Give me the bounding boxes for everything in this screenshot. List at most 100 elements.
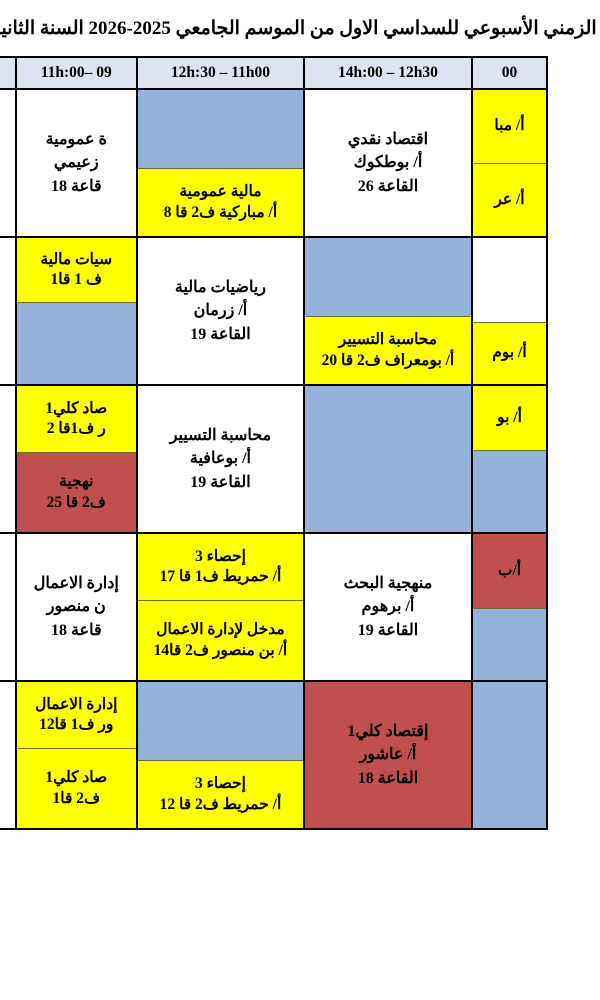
session-text: أ/ بوم xyxy=(492,344,527,362)
slot-stack xyxy=(305,387,470,531)
slot-row-4-col-day[interactable] xyxy=(0,532,17,682)
time-header-col-1100: 11h:00– 09 xyxy=(14,56,138,90)
session-text: نهجية ف2 قا 25 xyxy=(46,473,106,511)
slot-row-1-col-1530[interactable]: أ/ مبا أ/ عر xyxy=(470,88,549,238)
slot-row-3-col-1100[interactable]: صاد كلي1 ر ف1قا 2 نهجية ف2 قا 25 xyxy=(14,384,138,534)
slot-row-1-col-1100[interactable]: ة عمومية زعيمي قاعة 18 xyxy=(14,88,138,238)
empty-block xyxy=(0,239,14,383)
session-entry[interactable]: إدارة الاعمال ور ف1 قا12 xyxy=(17,683,135,748)
slot-stack: أ/ بوم xyxy=(473,239,545,383)
slot-stack xyxy=(473,683,545,827)
slot-row-5-col-1100[interactable]: إدارة الاعمال ور ف1 قا12 صاد كلي1 ف2 قا1 xyxy=(14,680,138,830)
session-text: رياضيات مالية أ/ زرمان القاعة 19 xyxy=(174,279,267,343)
session-entry[interactable]: محاسبة التسيير أ/ بوعافية القاعة 19 xyxy=(138,387,302,531)
slot-stack xyxy=(0,91,14,235)
session-text xyxy=(503,278,515,282)
slot-row-2-col-day[interactable] xyxy=(0,236,17,386)
session-text xyxy=(503,643,515,647)
session-text: أ/ب xyxy=(497,561,522,579)
time-header-col-1400: 14h:00 – 12h30 xyxy=(302,56,473,90)
session-entry[interactable]: نهجية ف2 قا 25 xyxy=(17,452,135,531)
slot-stack: أ/ مبا أ/ عر xyxy=(473,91,545,235)
session-entry[interactable]: مالية عمومية أ/ مباركية ف2 قا 8 xyxy=(138,168,302,235)
slot-stack xyxy=(0,387,14,531)
session-entry[interactable]: أ/ بوم xyxy=(473,322,545,383)
session-entry[interactable]: إدارة الاعمال ن منصور قاعة 18 xyxy=(17,535,135,679)
session-text: إحصاء 3 أ/ حمريط ف1 قا 17 xyxy=(159,547,282,585)
session-text: إقتصاد كلي1 أ/ عاشور القاعة 18 xyxy=(347,723,429,787)
empty-block xyxy=(0,535,14,679)
slot-stack: إدارة الاعمال ن منصور قاعة 18 xyxy=(17,535,135,679)
session-text: إحصاء 3 أ/ حمريط ف2 قا 12 xyxy=(159,775,282,813)
slot-row-2-col-1530[interactable]: أ/ بوم xyxy=(470,236,549,386)
slot-stack: محاسبة التسيير أ/ بومعراف ف2 قا 20 xyxy=(305,239,470,383)
session-text: محاسبة التسيير أ/ بومعراف ف2 قا 20 xyxy=(321,331,455,369)
session-entry[interactable]: محاسبة التسيير أ/ بومعراف ف2 قا 20 xyxy=(305,316,470,383)
empty-block xyxy=(473,450,545,531)
session-entry[interactable]: أ/ بو xyxy=(473,387,545,450)
slot-stack xyxy=(0,535,14,679)
slot-row-2-col-1400[interactable]: محاسبة التسيير أ/ بومعراف ف2 قا 20 xyxy=(302,236,473,386)
session-entry[interactable]: مدخل لإدارة الاعمال أ/ بن منصور ف2 قا14 xyxy=(138,600,302,679)
session-entry[interactable]: أ/ مبا xyxy=(473,91,545,163)
slot-row-5-col-day[interactable] xyxy=(0,680,17,830)
session-text: اقتصاد نقدي أ/ بوطكوك القاعة 26 xyxy=(347,131,429,195)
session-text: أ/ بو xyxy=(497,408,522,426)
slot-row-3-col-day[interactable] xyxy=(0,384,17,534)
slot-row-3-col-1530[interactable]: أ/ بو xyxy=(470,384,549,534)
slot-row-4-col-1530[interactable]: أ/ب xyxy=(470,532,549,682)
session-entry[interactable]: إقتصاد كلي1 أ/ عاشور القاعة 18 xyxy=(305,683,470,827)
session-entry[interactable]: صاد كلي1 ر ف1قا 2 xyxy=(17,387,135,452)
session-entry[interactable]: أ/ عر xyxy=(473,162,545,235)
session-text: سيات مالية ف 1 قا1 xyxy=(40,250,113,288)
slot-row-2-col-1100[interactable]: سيات مالية ف 1 قا1 xyxy=(14,236,138,386)
slot-stack xyxy=(0,239,14,383)
session-entry[interactable]: سيات مالية ف 1 قا1 xyxy=(17,239,135,302)
slot-row-5-col-1530[interactable] xyxy=(470,680,549,830)
slot-row-5-col-1230[interactable]: إحصاء 3 أ/ حمريط ف2 قا 12 xyxy=(135,680,305,830)
slot-row-2-col-1230[interactable]: رياضيات مالية أ/ زرمان القاعة 19 xyxy=(135,236,305,386)
slot-row-1-col-1400[interactable]: اقتصاد نقدي أ/ بوطكوك القاعة 26 xyxy=(302,88,473,238)
empty-block xyxy=(473,683,545,827)
slot-stack: صاد كلي1 ر ف1قا 2 نهجية ف2 قا 25 xyxy=(17,387,135,531)
slot-row-1-col-1230[interactable]: مالية عمومية أ/ مباركية ف2 قا 8 xyxy=(135,88,305,238)
slot-stack: سيات مالية ف 1 قا1 xyxy=(17,239,135,383)
slot-row-5-col-1400[interactable]: إقتصاد كلي1 أ/ عاشور القاعة 18 xyxy=(302,680,473,830)
slot-row-4-col-1400[interactable]: منهجية البحث أ/ برهوم القاعة 19 xyxy=(302,532,473,682)
slot-stack: أ/ بو xyxy=(473,387,545,531)
time-header-col-day xyxy=(0,56,17,90)
session-entry[interactable]: منهجية البحث أ/ برهوم القاعة 19 xyxy=(305,535,470,679)
timetable-row: أ/ مبا أ/ عر اقتصاد نقدي أ/ بوطكوك القاعة … xyxy=(0,88,549,238)
session-entry[interactable]: ة عمومية زعيمي قاعة 18 xyxy=(17,91,135,235)
session-text: إدارة الاعمال ور ف1 قا12 xyxy=(35,695,118,733)
session-entry[interactable]: إحصاء 3 أ/ حمريط ف1 قا 17 xyxy=(138,535,302,600)
session-entry[interactable]: صاد كلي1 ف2 قا1 xyxy=(17,748,135,827)
session-text: صاد كلي1 ف2 قا1 xyxy=(45,769,108,807)
session-text: مالية عمومية أ/ مباركية ف2 قا 8 xyxy=(163,183,278,221)
slot-row-1-col-day[interactable] xyxy=(0,88,17,238)
empty-block xyxy=(0,387,14,531)
session-entry[interactable]: رياضيات مالية أ/ زرمان القاعة 19 xyxy=(138,239,302,383)
empty-block xyxy=(305,387,470,531)
empty-block xyxy=(0,683,14,827)
session-entry[interactable]: إحصاء 3 أ/ حمريط ف2 قا 12 xyxy=(138,760,302,827)
session-text xyxy=(503,490,515,494)
timetable-row: إقتصاد كلي1 أ/ عاشور القاعة 18 إحصاء 3 أ/… xyxy=(0,680,549,830)
time-header-col-1530: 00 xyxy=(470,56,549,90)
empty-block xyxy=(17,302,135,383)
slot-stack: إدارة الاعمال ور ف1 قا12 صاد كلي1 ف2 قا1 xyxy=(17,683,135,827)
empty-block xyxy=(0,91,14,235)
slot-stack: مالية عمومية أ/ مباركية ف2 قا 8 xyxy=(138,91,302,235)
slot-row-3-col-1230[interactable]: محاسبة التسيير أ/ بوعافية القاعة 19 xyxy=(135,384,305,534)
session-entry[interactable]: اقتصاد نقدي أ/ بوطكوك القاعة 26 xyxy=(305,91,470,235)
session-entry[interactable]: أ/ب xyxy=(473,535,545,608)
session-text: أ/ مبا xyxy=(494,117,525,135)
slot-row-4-col-1100[interactable]: إدارة الاعمال ن منصور قاعة 18 xyxy=(14,532,138,682)
session-text xyxy=(503,753,515,757)
empty-block xyxy=(138,683,302,760)
slot-row-3-col-1400[interactable] xyxy=(302,384,473,534)
page-title: الزمني الأسبوعي للسداسي الاول من الموسم … xyxy=(0,8,600,48)
empty-block xyxy=(473,239,545,322)
slot-row-4-col-1230[interactable]: إحصاء 3 أ/ حمريط ف1 قا 17 مدخل لإدارة الا… xyxy=(135,532,305,682)
